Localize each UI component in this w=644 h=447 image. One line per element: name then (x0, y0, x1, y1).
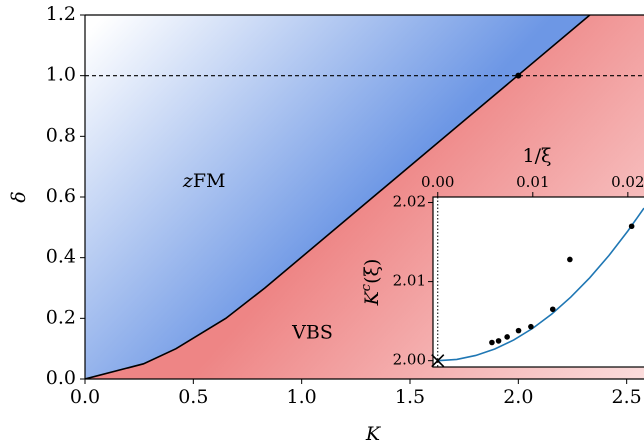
fit-curve (437, 207, 644, 362)
data-point (528, 323, 534, 330)
data-point (628, 223, 635, 230)
y-tick-label: 0.0 (46, 367, 76, 389)
x-tick-label: 1.5 (395, 386, 425, 408)
x-axis-label: K (365, 423, 382, 445)
inset-x-axis-label: 1/ξ (523, 145, 552, 167)
inset-x-tick-label: 0.02 (611, 173, 644, 191)
inset-y-tick-label: 2.00 (393, 351, 426, 369)
annotation-italic: z (182, 170, 194, 192)
y-tick-label: 0.6 (46, 185, 76, 207)
inset-y-axis-label: Kc(ξ) (359, 259, 384, 307)
data-point (495, 338, 502, 344)
data-point (567, 256, 573, 263)
annotation: zFM (182, 170, 226, 192)
inset-x-tick-label: 0.00 (421, 173, 454, 191)
annotation: VBS (291, 322, 333, 344)
y-axis-label: δ (8, 191, 30, 202)
annotation-text: FM (193, 170, 226, 192)
x-tick-label: 1.0 (287, 386, 317, 408)
x-tick-label: 0.5 (178, 386, 208, 408)
y-tick-label: 0.4 (46, 246, 76, 268)
inset-y-tick-label: 2.01 (393, 272, 426, 290)
data-point (515, 327, 522, 334)
x-tick-label: 2.5 (612, 386, 642, 408)
y-tick-label: 1.2 (46, 3, 76, 25)
x-tick-label: 0.0 (70, 386, 100, 408)
inset-plot-area (437, 197, 644, 367)
data-point (504, 334, 510, 340)
critical-point (515, 72, 522, 79)
phase-region-upper (85, 15, 644, 379)
data-point (489, 339, 495, 346)
inset-frame (432, 196, 644, 368)
label-rest: (ξ) (361, 259, 383, 284)
y-tick-label: 1.0 (46, 64, 76, 86)
y-tick-label: 0.8 (46, 124, 76, 146)
label-sup: c (359, 283, 374, 291)
phase-boundary (85, 15, 591, 379)
y-tick-label: 0.2 (46, 306, 76, 328)
label-base: K (361, 289, 383, 306)
inset-x-tick-label: 0.01 (516, 173, 549, 191)
inset-y-tick-label: 2.02 (393, 193, 426, 211)
x-tick-label: 2.0 (503, 386, 533, 408)
data-point (549, 306, 556, 313)
extrapolated-marker (431, 354, 445, 368)
